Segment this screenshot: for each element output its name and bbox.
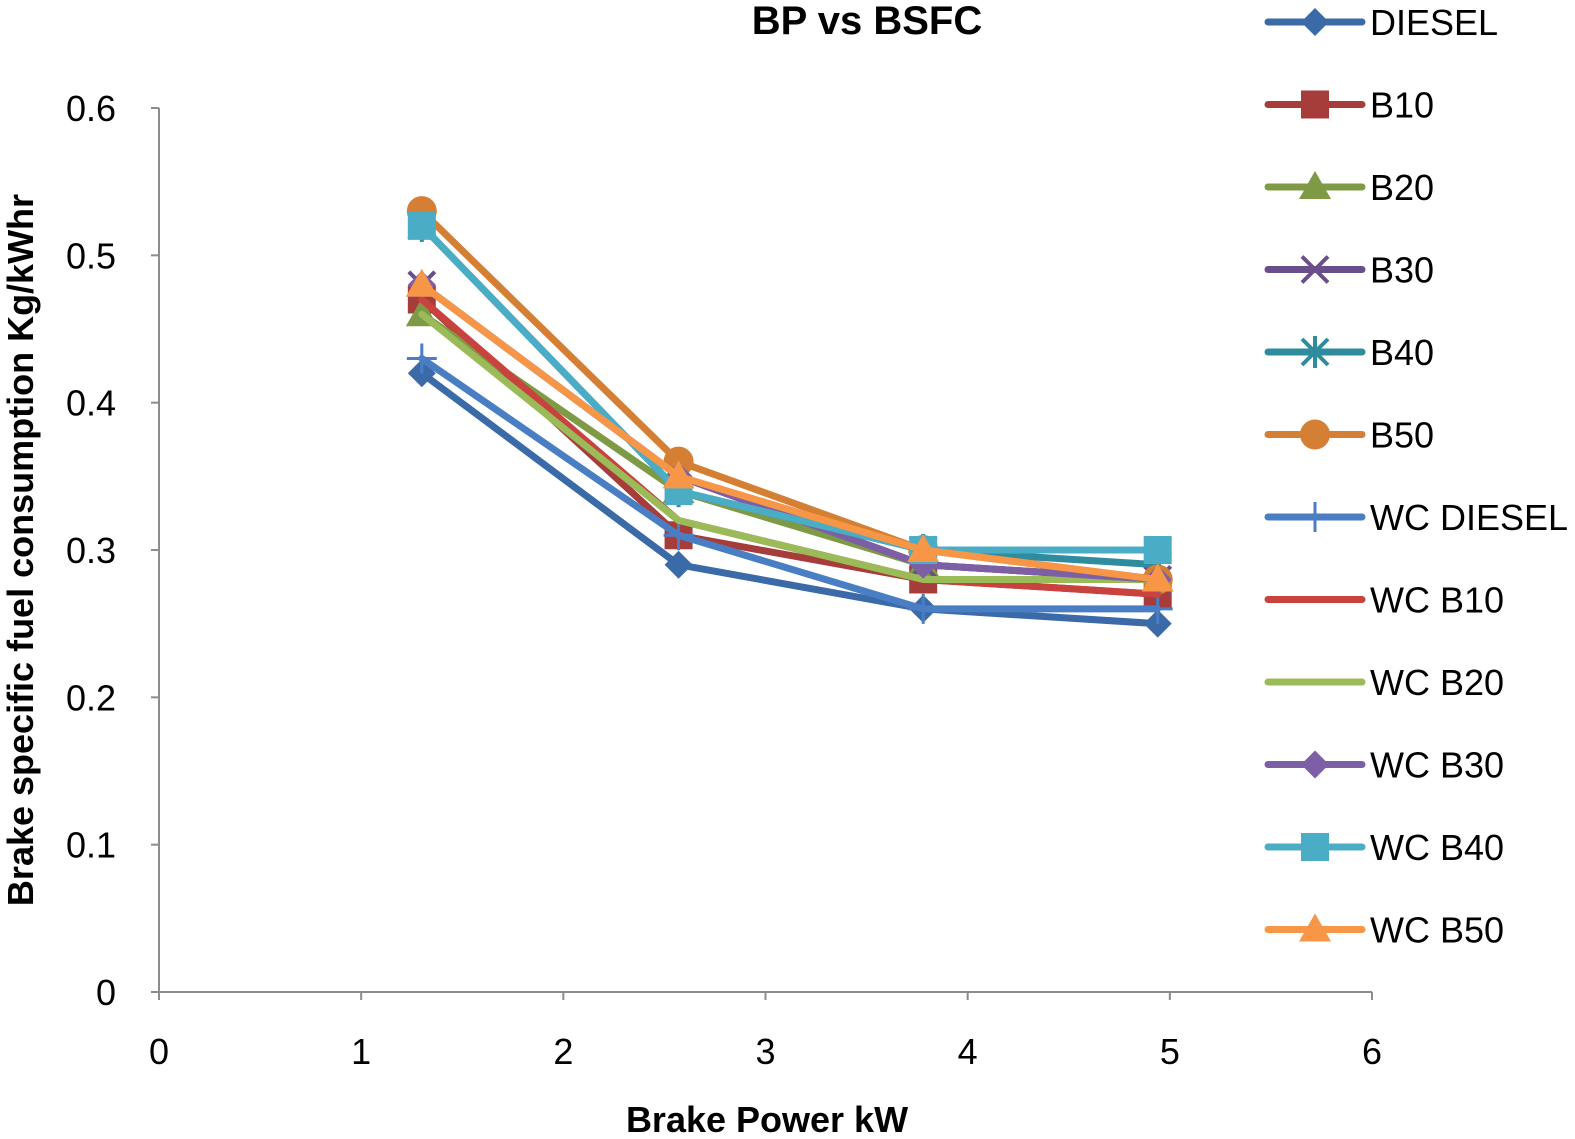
legend-item: WC B50 [1264, 910, 1504, 951]
legend-marker [1300, 419, 1330, 450]
legend-label: B10 [1370, 85, 1434, 126]
legend-label: WC B30 [1370, 745, 1504, 786]
legend-item: WC B40 [1264, 827, 1504, 868]
legend-label: B20 [1370, 167, 1434, 208]
y-tick-label: 0.4 [66, 383, 116, 424]
series-line [418, 369, 1162, 628]
legend-item: B10 [1264, 85, 1434, 126]
legend-item: WC B10 [1264, 580, 1504, 621]
data-point [662, 460, 695, 489]
x-tick-label: 1 [351, 1031, 371, 1072]
legend-marker [1300, 255, 1330, 284]
legend-marker [1300, 502, 1330, 532]
x-axis-title: Brake Power kW [626, 1099, 908, 1139]
chart-title: BP vs BSFC [752, 0, 982, 43]
data-point [664, 550, 693, 579]
legend-marker [1299, 171, 1331, 199]
legend-item: B40 [1264, 332, 1434, 373]
legend-item: B50 [1264, 415, 1434, 456]
series-line [418, 222, 1162, 554]
legend-label: DIESEL [1370, 2, 1498, 43]
y-tick-label: 0.5 [66, 235, 116, 276]
x-tick-label: 0 [149, 1031, 169, 1072]
x-tick-label: 3 [755, 1031, 775, 1072]
data-point [406, 343, 437, 374]
legend-label: B30 [1370, 250, 1434, 291]
legend-label: WC B20 [1370, 662, 1504, 703]
legend-item: DIESEL [1264, 2, 1498, 43]
data-point [907, 534, 940, 562]
y-tick-label: 0.3 [66, 530, 116, 571]
axes: 0 0.1 0.2 0.3 0.4 0.5 0.6 0 1 2 3 4 5 6 [66, 88, 1382, 1072]
data-point [908, 593, 939, 624]
data-point [407, 211, 436, 240]
plot-area [405, 196, 1174, 638]
legend-marker [1301, 8, 1329, 36]
legend-marker [1299, 913, 1331, 942]
legend-label: WC B50 [1370, 910, 1504, 951]
series-wc-b40 [407, 211, 1172, 564]
data-point [1142, 593, 1173, 624]
legend-label: WC B40 [1370, 827, 1504, 868]
series-line [418, 281, 1162, 583]
legend-marker [1301, 833, 1329, 861]
legend-label: WC DIESEL [1370, 497, 1568, 538]
series-wc-diesel [406, 343, 1173, 624]
y-tick-label: 0.2 [66, 677, 116, 718]
legend-label: B50 [1370, 415, 1434, 456]
y-axis-title: Brake specific fuel consumption Kg/kWhr [0, 194, 41, 906]
legend-item: B30 [1264, 250, 1434, 291]
series-line [418, 310, 1162, 583]
legend-marker [1301, 750, 1329, 779]
x-tick-label: 6 [1362, 1031, 1382, 1072]
legend-item: WC B20 [1264, 662, 1504, 703]
series-wc-b20 [418, 310, 1162, 583]
data-point [405, 268, 438, 297]
data-point [1141, 563, 1174, 592]
y-tick-label: 0 [96, 972, 116, 1013]
series-line [418, 354, 1162, 613]
legend-label: B40 [1370, 332, 1434, 373]
legend-label: WC B10 [1370, 580, 1504, 621]
legend-item: WC DIESEL [1264, 497, 1568, 538]
legend-marker [1301, 90, 1329, 119]
legend-item: B20 [1264, 167, 1434, 208]
y-tick-label: 0.6 [66, 88, 116, 129]
series-line [418, 310, 1162, 583]
series-diesel [407, 359, 1172, 638]
legend-item: WC B30 [1264, 745, 1504, 786]
legend-marker [1300, 336, 1330, 368]
data-point [663, 520, 694, 551]
y-tick-label: 0.1 [66, 825, 116, 866]
x-tick-label: 2 [553, 1031, 573, 1072]
x-tick-label: 4 [958, 1031, 978, 1072]
series-wc-b50 [405, 268, 1174, 592]
x-tick-label: 5 [1160, 1031, 1180, 1072]
legend: DIESEL B10 B20 B30 B40 B50 WC DIESEL WC B10 WC B… [1264, 2, 1568, 951]
data-point [1143, 536, 1172, 564]
